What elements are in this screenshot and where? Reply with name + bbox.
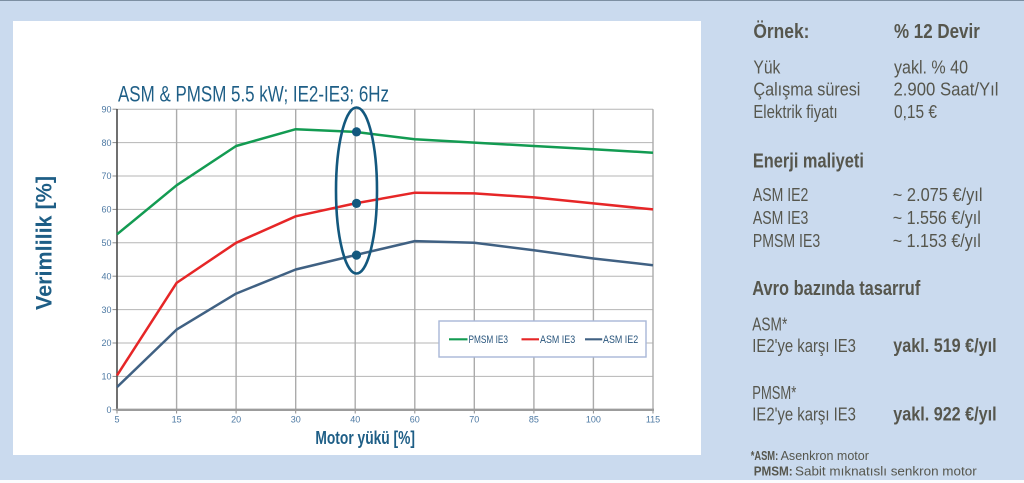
svg-text:10: 10	[101, 372, 111, 382]
svg-text:20: 20	[101, 338, 111, 348]
svg-text:30: 30	[291, 414, 301, 424]
svg-text:% 12 Devir: % 12 Devir	[894, 20, 980, 43]
svg-text:100: 100	[586, 414, 601, 424]
svg-text:IE2'ye karşı IE3: IE2'ye karşı IE3	[752, 335, 856, 356]
svg-text:ASM & PMSM 5.5 kW; IE2-IE3; 6H: ASM & PMSM 5.5 kW; IE2-IE3; 6Hz	[118, 81, 389, 106]
svg-text:Verimlilik [%]: Verimlilik [%]	[32, 176, 57, 310]
svg-text:ASM IE2: ASM IE2	[603, 334, 638, 346]
svg-text:Asenkron motor: Asenkron motor	[781, 449, 869, 463]
svg-text:yakl. % 40: yakl. % 40	[894, 57, 968, 78]
svg-text:2.900 Saat/Yıl: 2.900 Saat/Yıl	[894, 79, 999, 100]
svg-text:Sabit mıknatıslı senkron motor: Sabit mıknatıslı senkron motor	[795, 464, 977, 478]
svg-text:20: 20	[231, 414, 241, 424]
svg-text:~ 2.075 €/yıl: ~ 2.075 €/yıl	[893, 184, 983, 205]
svg-text:80: 80	[101, 138, 111, 148]
svg-text:Motor yükü [%]: Motor yükü [%]	[315, 427, 415, 448]
svg-text:Enerji maliyeti: Enerji maliyeti	[753, 150, 864, 173]
svg-text:115: 115	[646, 414, 660, 424]
svg-text:yakl. 519 €/yıl: yakl. 519 €/yıl	[893, 336, 996, 357]
svg-text:15: 15	[172, 414, 182, 424]
svg-text:Örnek:: Örnek:	[753, 20, 809, 43]
svg-text:PMSM IE3: PMSM IE3	[469, 334, 509, 346]
svg-text:5: 5	[114, 414, 119, 424]
svg-text:PMSM*: PMSM*	[752, 382, 796, 403]
svg-text:Çalışma süresi: Çalışma süresi	[753, 79, 860, 100]
svg-text:PMSM IE3: PMSM IE3	[753, 230, 820, 251]
svg-text:40: 40	[101, 271, 111, 281]
svg-text:0,15 €: 0,15 €	[894, 101, 938, 122]
svg-text:ASM IE3: ASM IE3	[753, 207, 808, 228]
svg-text:~ 1.153 €/yıl: ~ 1.153 €/yıl	[893, 230, 981, 251]
svg-text:yakl. 922 €/yıl: yakl. 922 €/yıl	[893, 405, 996, 426]
svg-text:40: 40	[350, 414, 360, 424]
svg-text:*ASM:: *ASM:	[751, 449, 779, 463]
svg-text:Avro bazında tasarruf: Avro bazında tasarruf	[752, 277, 920, 300]
svg-text:90: 90	[101, 104, 111, 114]
svg-text:50: 50	[101, 238, 111, 248]
svg-text:0: 0	[106, 405, 111, 415]
svg-text:85: 85	[529, 414, 539, 424]
svg-text:IE2'ye karşı IE3: IE2'ye karşı IE3	[752, 404, 856, 425]
svg-text:ASM IE3: ASM IE3	[540, 334, 575, 346]
svg-text:70: 70	[101, 171, 111, 181]
svg-text:70: 70	[469, 414, 479, 424]
svg-text:60: 60	[410, 414, 420, 424]
svg-text:ASM IE2: ASM IE2	[753, 184, 808, 205]
svg-text:~ 1.556 €/yıl: ~ 1.556 €/yıl	[893, 207, 981, 228]
svg-text:60: 60	[101, 205, 111, 215]
svg-text:Yük: Yük	[753, 57, 781, 78]
svg-text:30: 30	[101, 305, 111, 315]
svg-text:Elektrik fiyatı: Elektrik fiyatı	[753, 101, 837, 122]
svg-text:PMSM:: PMSM:	[754, 464, 793, 478]
svg-text:ASM*: ASM*	[752, 313, 787, 334]
